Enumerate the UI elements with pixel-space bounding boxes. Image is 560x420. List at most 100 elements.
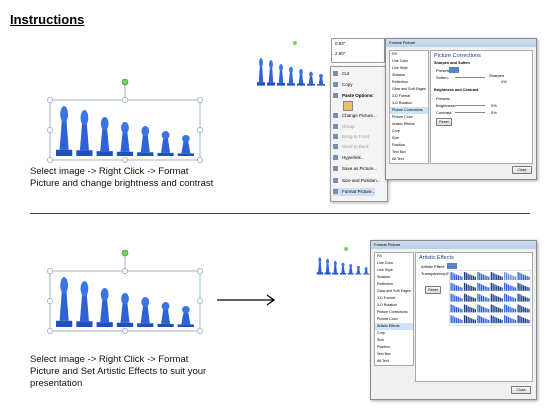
piece-body — [288, 71, 294, 84]
nav-item[interactable]: Alt Text — [377, 359, 389, 363]
nav-item[interactable]: Text Box — [392, 150, 406, 154]
thumb-piece — [452, 315, 454, 324]
thumb-piece — [479, 294, 481, 302]
menu-item[interactable]: Size and Position... — [333, 177, 381, 185]
menu-item[interactable]: Hyperlink... — [333, 154, 365, 162]
thumb-piece — [517, 282, 519, 291]
nav-item[interactable]: 3-D Rotation — [392, 101, 413, 105]
effect-thumb[interactable] — [450, 304, 463, 313]
menu-item[interactable]: Format Picture... — [333, 188, 376, 196]
nav-item[interactable]: Line Style — [377, 268, 393, 272]
thumb-piece — [471, 307, 473, 313]
nav-item[interactable]: 3-D Format — [377, 296, 396, 300]
effect-thumb[interactable] — [450, 282, 463, 291]
effect-thumb[interactable] — [504, 315, 517, 324]
thumb-piece — [472, 297, 475, 302]
nav-item[interactable]: Position — [377, 345, 390, 349]
effect-thumb[interactable] — [517, 293, 530, 302]
nav-item[interactable]: Picture Color — [392, 115, 413, 119]
effect-thumb[interactable] — [490, 304, 503, 313]
nav-item[interactable]: Shadow — [392, 73, 405, 77]
nav-item[interactable]: 3-D Format — [392, 94, 411, 98]
close-button[interactable]: Close — [511, 386, 531, 394]
reset-button[interactable]: Reset — [425, 286, 441, 294]
step-line: Select image -> Right Click -> Format — [30, 354, 189, 365]
effect-thumb[interactable] — [477, 272, 490, 280]
thumb-piece — [484, 296, 486, 302]
nav-item[interactable]: Shadow — [377, 275, 390, 279]
nav-item[interactable]: Size — [392, 136, 399, 140]
effect-thumb[interactable] — [450, 293, 463, 302]
nav-item[interactable]: Size — [377, 338, 384, 342]
nav-item[interactable]: Text Box — [377, 352, 391, 356]
effect-thumb[interactable] — [463, 304, 476, 313]
nav-item[interactable]: Fill — [377, 254, 382, 258]
menu-item[interactable]: Group — [333, 123, 355, 131]
piece-base — [157, 152, 174, 156]
effect-thumb[interactable] — [504, 293, 517, 302]
nav-item[interactable]: Picture Color — [377, 317, 398, 321]
thumb-piece — [513, 308, 515, 313]
menu-item[interactable]: Copy — [333, 81, 353, 89]
reset-button[interactable]: Reset — [436, 118, 452, 126]
effect-thumb[interactable] — [463, 315, 476, 324]
effect-thumb[interactable] — [517, 272, 530, 280]
effect-thumb[interactable] — [490, 282, 503, 291]
thumb-piece — [499, 297, 501, 302]
nav-item[interactable]: Fill — [392, 52, 397, 56]
nav-item[interactable]: Crop — [377, 331, 385, 335]
close-button[interactable]: Close — [512, 166, 532, 174]
nav-item[interactable]: Picture Corrections — [390, 107, 428, 114]
nav-item[interactable]: Glow and Soft Edges — [377, 289, 411, 293]
effect-thumb[interactable] — [517, 315, 530, 324]
nav-item[interactable]: Reflection — [377, 282, 393, 286]
effect-thumb[interactable] — [477, 282, 490, 291]
effect-thumb[interactable] — [517, 304, 530, 313]
nav-item[interactable]: Artistic Effects — [375, 323, 413, 330]
menu-item[interactable]: Cut — [333, 70, 349, 78]
effect-thumb[interactable] — [450, 272, 463, 280]
value: 0% — [491, 110, 497, 115]
thumb-piece — [504, 315, 506, 324]
nav-item[interactable]: Line Style — [392, 66, 408, 70]
nav-item[interactable]: Reflection — [392, 80, 408, 84]
selected-image — [47, 78, 203, 163]
nav-item[interactable]: Picture Corrections — [377, 310, 408, 314]
effect-thumb[interactable] — [504, 282, 517, 291]
menu-item[interactable]: Paste Options: — [333, 92, 374, 100]
effect-thumb[interactable] — [450, 315, 463, 324]
menu-item[interactable]: Bring to Front — [333, 133, 369, 141]
thumb-piece — [524, 307, 526, 313]
nav-item[interactable]: Alt Text — [392, 157, 404, 161]
nav-item[interactable]: Crop — [392, 129, 400, 133]
thumb-piece — [488, 287, 490, 291]
effect-thumb[interactable] — [463, 272, 476, 280]
thumb-piece — [450, 304, 452, 313]
effect-thumb[interactable] — [504, 304, 517, 313]
divider — [30, 213, 530, 214]
thumb-piece — [486, 286, 488, 291]
thumb-piece — [463, 293, 466, 302]
effect-thumb[interactable] — [490, 315, 503, 324]
effect-thumb[interactable] — [490, 272, 503, 280]
effect-thumb[interactable] — [463, 293, 476, 302]
effect-thumb[interactable] — [490, 293, 503, 302]
nav-item[interactable]: Line Color — [377, 261, 394, 265]
menu-item[interactable]: Change Picture... — [333, 112, 377, 120]
menu-item[interactable]: Save as Picture... — [333, 165, 377, 173]
effect-thumb[interactable] — [477, 304, 490, 313]
piece-base — [137, 152, 154, 156]
nav-item[interactable]: Artistic Effects — [392, 122, 415, 126]
nav-item[interactable]: Position — [392, 143, 405, 147]
effect-thumb[interactable] — [477, 293, 490, 302]
effect-thumb[interactable] — [517, 282, 530, 291]
thumb-piece — [504, 272, 506, 280]
nav-item[interactable]: 3-D Rotation — [377, 303, 398, 307]
nav-item[interactable]: Glow and Soft Edges — [392, 87, 426, 91]
effect-thumb[interactable] — [463, 282, 476, 291]
effect-thumb[interactable] — [504, 272, 517, 280]
effect-thumb[interactable] — [477, 315, 490, 324]
nav-item[interactable]: Line Color — [392, 59, 409, 63]
selected-image — [47, 249, 203, 334]
menu-item[interactable]: Send to Back — [333, 143, 369, 151]
